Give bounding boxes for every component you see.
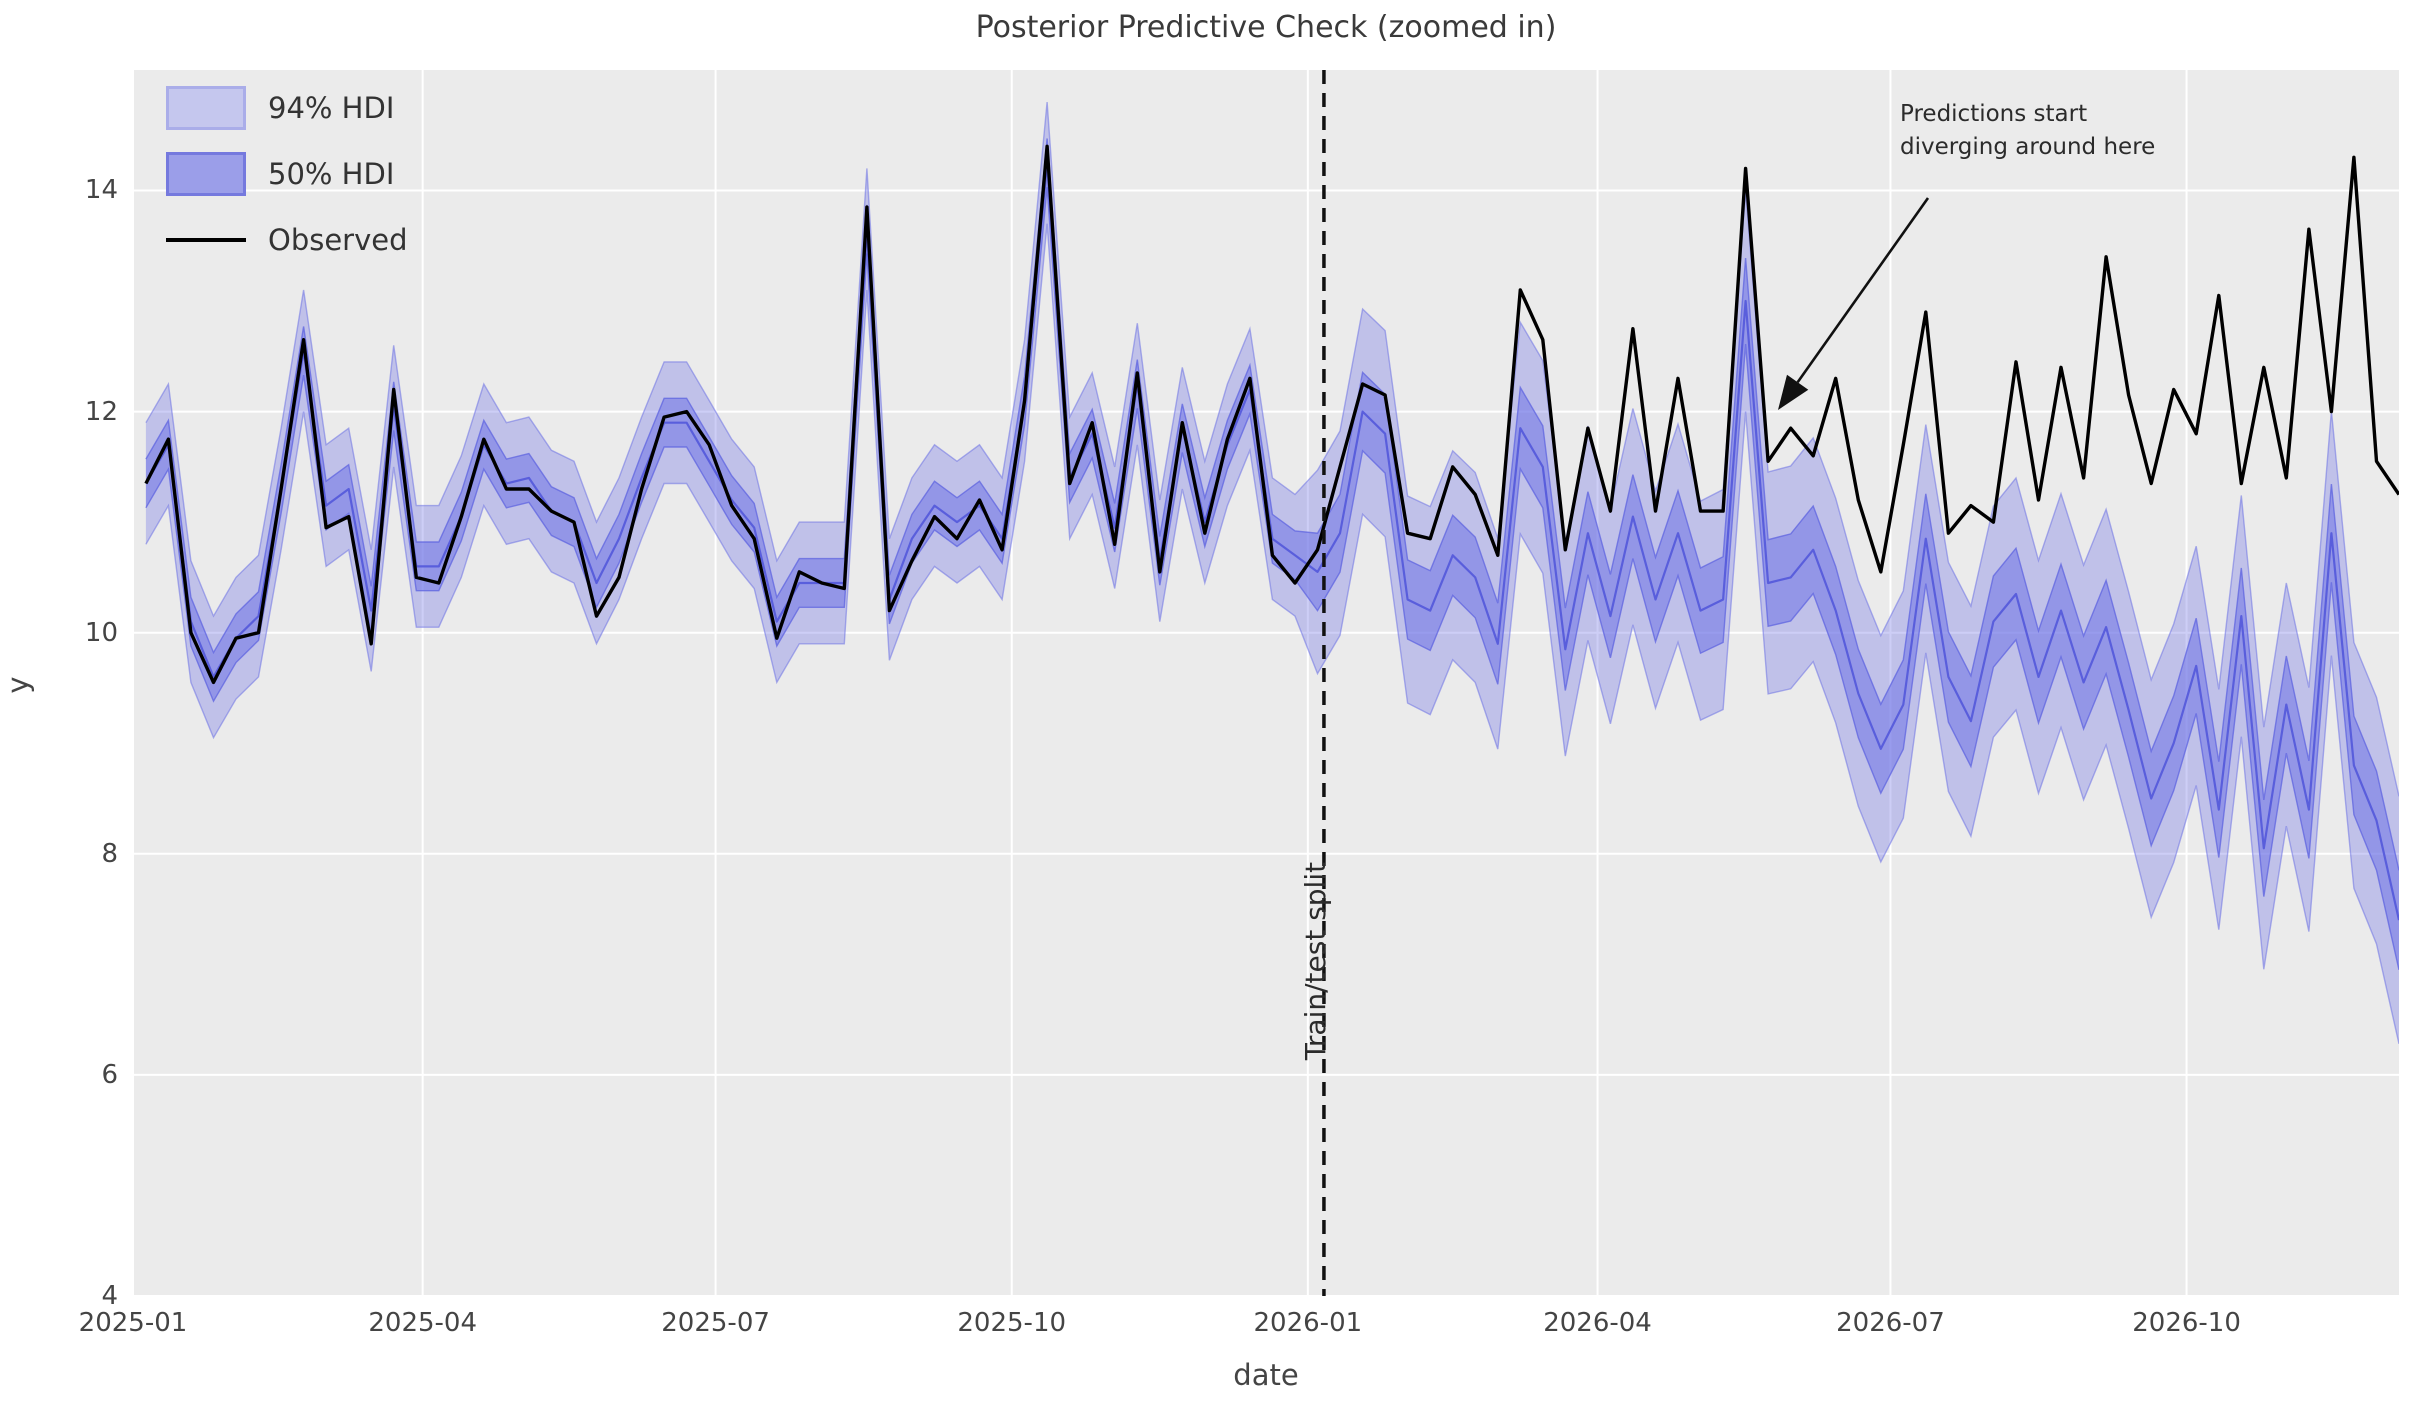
hdi50-upper-edge xyxy=(145,138,2399,871)
hdi94-lower-edge xyxy=(145,223,2399,1045)
hdi94-band xyxy=(145,102,2399,1044)
legend-label-50-hdi: 50% HDI xyxy=(268,157,395,191)
observed-line xyxy=(144,144,2399,685)
legend-item-50-hdi: 50% HDI xyxy=(166,152,408,196)
y-tick-4: 4 xyxy=(101,1281,118,1311)
x-tick-2026-07: 2026-07 xyxy=(1836,1308,1945,1338)
pp-median-line xyxy=(144,161,2399,921)
annotation-arrowhead-icon xyxy=(1778,374,1809,410)
x-tick-2025-01: 2025-01 xyxy=(78,1308,188,1338)
x-tick-2026-10: 2026-10 xyxy=(2132,1308,2241,1338)
hdi94-swatch-icon xyxy=(166,86,246,130)
legend-item-94-hdi: 94% HDI xyxy=(166,86,408,130)
chart-title: Posterior Predictive Check (zoomed in) xyxy=(975,10,1557,45)
x-tick-2026-01: 2026-01 xyxy=(1253,1308,1363,1338)
y-axis-label: y xyxy=(1,676,35,694)
hdi50-swatch-icon xyxy=(166,152,246,196)
y-tick-12: 12 xyxy=(84,396,118,427)
x-tick-2026-04: 2026-04 xyxy=(1543,1308,1652,1338)
annotation-text: Predictions start diverging around here xyxy=(1900,101,2156,160)
hdi50-lower-edge xyxy=(145,187,2399,971)
y-tick-6: 6 xyxy=(101,1059,118,1090)
plot-background xyxy=(133,70,2399,1296)
x-tick-2025-10: 2025-10 xyxy=(957,1308,1067,1338)
y-tick-14: 14 xyxy=(84,175,118,206)
x-tick-2025-07: 2025-07 xyxy=(661,1308,770,1338)
legend-item-observed: Observed xyxy=(166,218,408,262)
train-test-split-label: Train/test split xyxy=(1299,861,1332,1061)
x-axis-label: date xyxy=(1233,1358,1299,1392)
x-tick-2025-04: 2025-04 xyxy=(368,1308,477,1338)
y-tick-8: 8 xyxy=(101,838,118,869)
annotation-arrow-line xyxy=(1796,197,1930,383)
hdi94-upper-edge xyxy=(145,102,2399,797)
legend-label-observed: Observed xyxy=(268,223,408,257)
observed-line-swatch-icon xyxy=(166,238,246,242)
y-tick-10: 10 xyxy=(84,617,118,648)
legend-label-94-hdi: 94% HDI xyxy=(268,91,395,125)
legend: 94% HDI 50% HDI Observed xyxy=(166,86,408,262)
